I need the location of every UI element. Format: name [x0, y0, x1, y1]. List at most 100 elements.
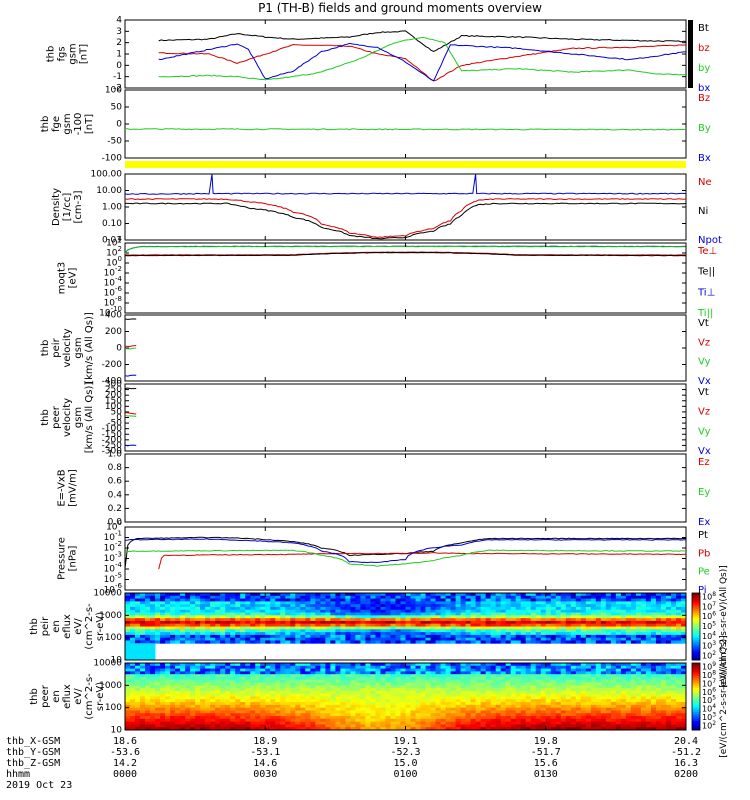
heatmap-cell — [520, 693, 527, 697]
heatmap-cell — [430, 688, 436, 692]
heatmap-cell — [415, 637, 421, 641]
heatmap-cell — [275, 604, 281, 608]
heatmap-cell — [500, 623, 507, 627]
heatmap-cell — [195, 699, 201, 703]
heatmap-cell — [660, 601, 667, 605]
heatmap-cell — [220, 699, 226, 703]
heatmap-cell — [220, 693, 226, 697]
heatmap-cell — [525, 640, 532, 644]
heatmap-cell — [615, 699, 622, 703]
heatmap-cell — [345, 632, 351, 636]
heatmap-cell — [655, 668, 662, 672]
heatmap-cell — [140, 646, 146, 650]
heatmap-cell — [155, 637, 161, 641]
heatmap-cell — [180, 679, 186, 683]
heatmap-cell — [410, 615, 416, 619]
heatmap-cell — [390, 626, 396, 630]
heatmap-cell — [350, 718, 356, 723]
heatmap-cell — [455, 604, 461, 608]
heatmap-cell — [505, 606, 512, 611]
heatmap-cell — [245, 713, 251, 717]
heatmap-cell — [500, 674, 507, 678]
heatmap-cell — [195, 593, 201, 597]
heatmap-cell — [200, 727, 206, 731]
heatmap-cell — [610, 601, 617, 605]
heatmap-cell — [220, 601, 226, 605]
heatmap-cell — [320, 632, 326, 636]
heatmap-cell — [655, 676, 662, 681]
heatmap-cell — [415, 718, 421, 723]
heatmap-cell — [515, 601, 522, 605]
heatmap-cell — [390, 618, 396, 622]
heatmap-cell — [445, 716, 451, 720]
heatmap-cell — [575, 612, 582, 616]
heatmap-cell — [125, 606, 131, 611]
heatmap-cell — [130, 646, 136, 650]
heatmap-cell — [330, 685, 336, 689]
legend-entry: By — [698, 123, 711, 134]
heatmap-cell — [430, 634, 436, 639]
heatmap-cell — [665, 606, 672, 611]
heatmap-cell — [335, 674, 341, 678]
heatmap-cell — [470, 682, 477, 686]
heatmap-cell — [260, 679, 266, 683]
heatmap-cell — [590, 676, 597, 681]
heatmap-cell — [445, 702, 451, 706]
heatmap-cell — [545, 676, 552, 681]
heatmap-cell — [260, 704, 266, 709]
heatmap-cell — [440, 595, 446, 599]
heatmap-cell — [670, 612, 677, 616]
heatmap-cell — [530, 668, 537, 672]
heatmap-cell — [525, 665, 532, 669]
heatmap-cell — [165, 682, 171, 686]
heatmap-cell — [615, 716, 622, 720]
heatmap-cell — [530, 693, 537, 697]
heatmap-cell — [315, 693, 321, 697]
heatmap-cell — [535, 663, 542, 667]
heatmap-cell — [260, 671, 266, 675]
heatmap-cell — [270, 690, 276, 695]
heatmap-cell — [510, 609, 517, 613]
heatmap-cell — [185, 696, 191, 700]
heatmap-cell — [415, 721, 421, 725]
heatmap-cell — [540, 716, 547, 720]
heatmap-cell — [365, 682, 371, 686]
heatmap-cell — [295, 663, 301, 667]
heatmap-cell — [285, 721, 291, 725]
heatmap-cell — [145, 632, 151, 636]
heatmap-cell — [665, 598, 672, 602]
heatmap-cell — [645, 668, 652, 672]
heatmap-cell — [490, 716, 497, 720]
heatmap-cell — [500, 598, 507, 602]
heatmap-cell — [430, 609, 436, 613]
heatmap-cell — [555, 601, 562, 605]
heatmap-cell — [430, 696, 436, 700]
heatmap-cell — [470, 671, 477, 675]
heatmap-cell — [275, 690, 281, 695]
heatmap-cell — [210, 626, 216, 630]
heatmap-cell — [510, 674, 517, 678]
heatmap-cell — [345, 609, 351, 613]
heatmap-cell — [145, 593, 151, 597]
heatmap-cell — [440, 685, 446, 689]
heatmap-cell — [265, 690, 271, 695]
heatmap-cell — [640, 690, 647, 695]
heatmap-cell — [655, 620, 662, 625]
heatmap-cell — [650, 679, 657, 683]
heatmap-cell — [375, 615, 381, 619]
heatmap-cell — [570, 696, 577, 700]
heatmap-cell — [130, 612, 136, 616]
heatmap-cell — [520, 620, 527, 625]
heatmap-cell — [185, 721, 191, 725]
heatmap-cell — [220, 710, 226, 714]
heatmap-cell — [445, 615, 451, 619]
heatmap-cell — [640, 640, 647, 644]
heatmap-cell — [170, 640, 176, 644]
heatmap-cell — [250, 623, 256, 627]
heatmap-cell — [385, 682, 391, 686]
heatmap-cell — [205, 707, 211, 711]
heatmap-cell — [460, 710, 467, 714]
heatmap-cell — [470, 690, 477, 695]
heatmap-cell — [350, 593, 356, 597]
heatmap-cell — [485, 593, 492, 597]
